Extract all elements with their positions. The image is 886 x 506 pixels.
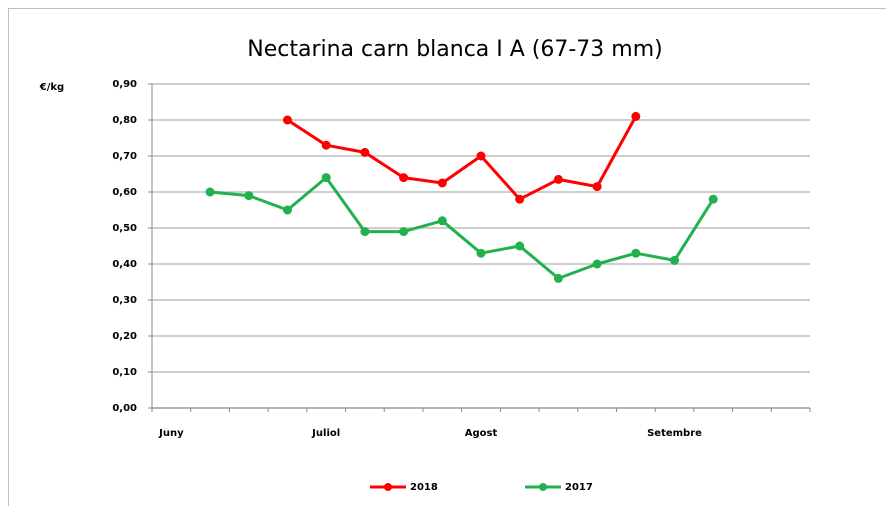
data-point (244, 191, 254, 201)
y-tick-label: 0,10 (112, 367, 137, 378)
x-tick-label: Agost (465, 428, 498, 439)
data-point (321, 140, 331, 150)
y-tick-label: 0,80 (112, 115, 137, 126)
data-point (515, 241, 525, 251)
data-point (708, 194, 718, 204)
y-tick-label: 0,60 (112, 187, 137, 198)
data-point (437, 216, 447, 226)
data-point (592, 182, 602, 192)
data-point (553, 273, 563, 283)
data-point (282, 205, 292, 215)
series-line (209, 176, 715, 280)
legend-label: 2017 (565, 482, 593, 493)
data-point (205, 187, 215, 197)
y-tick-label: 0,00 (112, 403, 137, 414)
x-tick-label: Setembre (647, 428, 702, 439)
chart-frame (8, 8, 886, 506)
data-point (631, 248, 641, 258)
data-point (670, 255, 680, 265)
y-axis-label: €/kg (39, 82, 64, 93)
data-point (476, 248, 486, 258)
y-tick-label: 0,70 (112, 151, 137, 162)
data-point (399, 173, 409, 183)
legend-marker (539, 483, 547, 491)
data-point (515, 194, 525, 204)
y-tick-label: 0,50 (112, 223, 137, 234)
legend-marker (384, 483, 392, 491)
data-point (553, 174, 563, 184)
data-point (360, 227, 370, 237)
legend-label: 2018 (410, 482, 438, 493)
data-point (360, 147, 370, 157)
y-tick-label: 0,20 (112, 331, 137, 342)
data-point (592, 259, 602, 269)
y-tick-label: 0,30 (112, 295, 137, 306)
data-point (437, 178, 447, 188)
y-tick-label: 0,40 (112, 259, 137, 270)
data-point (476, 151, 486, 161)
x-tick-label: Juliol (311, 428, 340, 439)
x-tick-label: Juny (158, 428, 184, 439)
y-tick-label: 0,90 (112, 79, 137, 90)
data-point (399, 227, 409, 237)
series-line (286, 115, 638, 201)
data-point (631, 111, 641, 121)
data-point (321, 173, 331, 183)
chart-title: Nectarina carn blanca I A (67-73 mm) (247, 37, 663, 62)
data-point (282, 115, 292, 125)
